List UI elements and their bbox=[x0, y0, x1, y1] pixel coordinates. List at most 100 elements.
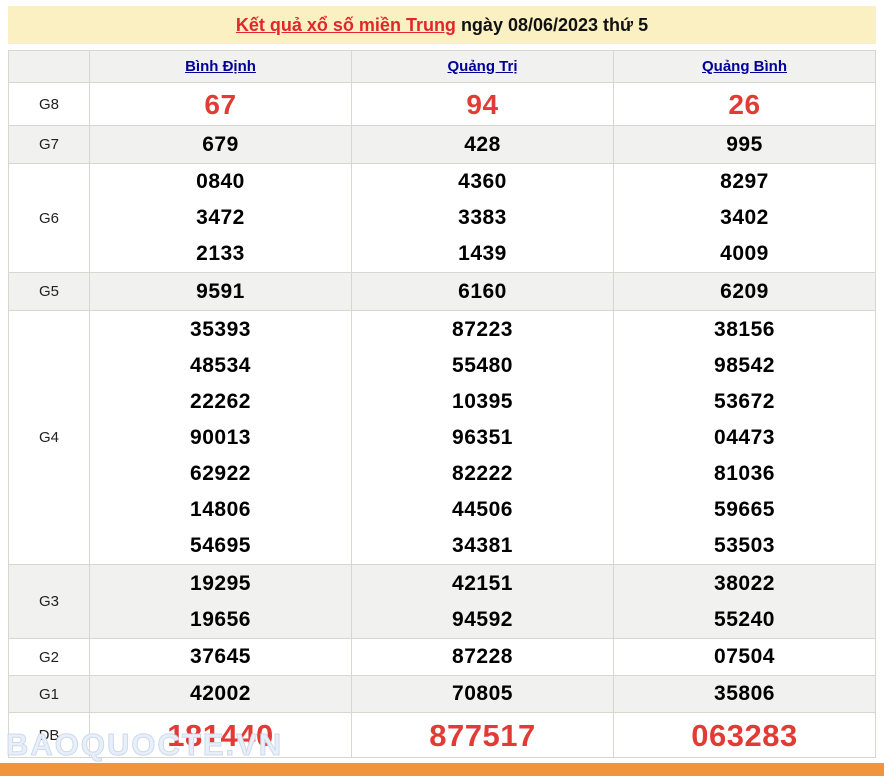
prize-cell: 063283 bbox=[613, 712, 876, 758]
prize-number: 19656 bbox=[190, 607, 251, 631]
table-row-g3: G3 19295 19656 42151 94592 38022 55240 bbox=[8, 564, 876, 639]
prize-number: 0840 bbox=[196, 170, 245, 193]
prize-number: 35393 bbox=[190, 317, 251, 341]
table-row-g7: G7 679 428 995 bbox=[8, 125, 876, 164]
prize-number: 96351 bbox=[452, 425, 513, 449]
prize-cell: 67 bbox=[89, 82, 352, 126]
province-link-quang-tri[interactable]: Quảng Trị bbox=[447, 57, 518, 75]
prize-label: G4 bbox=[8, 310, 90, 565]
prize-number: 14806 bbox=[190, 497, 251, 521]
prize-number: 26 bbox=[728, 88, 761, 120]
title-link[interactable]: Kết quả xổ số miền Trung bbox=[235, 15, 456, 35]
prize-label: G7 bbox=[8, 125, 90, 164]
prize-number: 877517 bbox=[429, 717, 536, 753]
title-banner: Kết quả xổ số miền Trung ngày 08/06/2023… bbox=[8, 6, 876, 44]
prize-number: 55240 bbox=[714, 607, 775, 631]
prize-cell: 877517 bbox=[351, 712, 614, 758]
prize-cell: 679 bbox=[89, 125, 352, 164]
prize-cell: 428 bbox=[351, 125, 614, 164]
prize-cell: 35806 bbox=[613, 675, 876, 713]
prize-number: 1439 bbox=[458, 242, 507, 265]
prize-number: 35806 bbox=[714, 682, 775, 705]
prize-cell: 995 bbox=[613, 125, 876, 164]
prize-cell: 0840 3472 2133 bbox=[89, 163, 352, 273]
prize-number: 428 bbox=[464, 132, 501, 156]
province-link-quang-binh[interactable]: Quảng Bình bbox=[702, 57, 787, 75]
prize-number: 10395 bbox=[452, 389, 513, 413]
prize-number: 2133 bbox=[196, 242, 245, 265]
prize-number: 44506 bbox=[452, 497, 513, 521]
prize-cell: 37645 bbox=[89, 638, 352, 676]
table-row-g5: G5 9591 6160 6209 bbox=[8, 272, 876, 311]
prize-number: 55480 bbox=[452, 353, 513, 377]
prize-number: 54695 bbox=[190, 533, 251, 557]
prize-cell: 6160 bbox=[351, 272, 614, 311]
prize-number: 98542 bbox=[714, 353, 775, 377]
prize-number: 22262 bbox=[190, 389, 251, 413]
prize-cell: 38156 98542 53672 04473 81036 59665 5350… bbox=[613, 310, 876, 565]
table-row-g6: G6 0840 3472 2133 4360 3383 1439 8297 34… bbox=[8, 163, 876, 273]
prize-number: 6209 bbox=[720, 279, 769, 303]
prize-number: 3383 bbox=[458, 206, 507, 229]
prize-label: G8 bbox=[8, 82, 90, 126]
prize-number: 181440 bbox=[167, 717, 274, 753]
prize-number: 4360 bbox=[458, 170, 507, 193]
prize-number: 4009 bbox=[720, 242, 769, 265]
prize-number: 42002 bbox=[190, 682, 251, 705]
table-row-g4: G4 35393 48534 22262 90013 62922 14806 5… bbox=[8, 310, 876, 565]
prize-number: 53672 bbox=[714, 389, 775, 413]
prize-number: 679 bbox=[202, 132, 239, 156]
prize-cell: 87223 55480 10395 96351 82222 44506 3438… bbox=[351, 310, 614, 565]
results-table: Bình Định Quảng Trị Quảng Bình G8 67 94 … bbox=[8, 50, 876, 758]
prize-number: 37645 bbox=[190, 645, 251, 668]
prize-number: 90013 bbox=[190, 425, 251, 449]
table-row-g1: G1 42002 70805 35806 bbox=[8, 675, 876, 713]
prize-label: G5 bbox=[8, 272, 90, 311]
prize-cell: 38022 55240 bbox=[613, 564, 876, 639]
prize-number: 42151 bbox=[452, 571, 513, 595]
prize-number: 995 bbox=[726, 132, 763, 156]
prize-cell: 94 bbox=[351, 82, 614, 126]
prize-number: 3472 bbox=[196, 206, 245, 229]
prize-number: 87228 bbox=[452, 645, 513, 668]
prize-number: 6160 bbox=[458, 279, 507, 303]
prize-cell: 07504 bbox=[613, 638, 876, 676]
province-link-binh-dinh[interactable]: Bình Định bbox=[185, 57, 256, 75]
prize-label: G1 bbox=[8, 675, 90, 713]
table-row-db: ĐB 181440 877517 063283 bbox=[8, 712, 876, 758]
prize-label: G2 bbox=[8, 638, 90, 676]
prize-label: ĐB bbox=[8, 712, 90, 758]
column-header-binh-dinh: Bình Định bbox=[89, 50, 352, 83]
prize-number: 53503 bbox=[714, 533, 775, 557]
prize-number: 34381 bbox=[452, 533, 513, 557]
prize-number: 04473 bbox=[714, 425, 775, 449]
prize-number: 94592 bbox=[452, 607, 513, 631]
prize-number: 3402 bbox=[720, 206, 769, 229]
prize-cell: 8297 3402 4009 bbox=[613, 163, 876, 273]
prize-cell: 26 bbox=[613, 82, 876, 126]
prize-cell: 181440 bbox=[89, 712, 352, 758]
prize-cell: 42151 94592 bbox=[351, 564, 614, 639]
prize-number: 81036 bbox=[714, 461, 775, 485]
prize-cell: 19295 19656 bbox=[89, 564, 352, 639]
prize-number: 62922 bbox=[190, 461, 251, 485]
prize-cell: 9591 bbox=[89, 272, 352, 311]
prize-number: 063283 bbox=[691, 717, 798, 753]
prize-number: 38022 bbox=[714, 571, 775, 595]
prize-number: 8297 bbox=[720, 170, 769, 193]
title-date: ngày 08/06/2023 thứ 5 bbox=[455, 15, 649, 35]
table-row-g2: G2 37645 87228 07504 bbox=[8, 638, 876, 676]
prize-cell: 35393 48534 22262 90013 62922 14806 5469… bbox=[89, 310, 352, 565]
prize-cell: 4360 3383 1439 bbox=[351, 163, 614, 273]
prize-label: G6 bbox=[8, 163, 90, 273]
prize-number: 48534 bbox=[190, 353, 251, 377]
prize-number: 59665 bbox=[714, 497, 775, 521]
prize-number: 19295 bbox=[190, 571, 251, 595]
prize-number: 67 bbox=[204, 88, 237, 120]
prize-number: 82222 bbox=[452, 461, 513, 485]
corner-cell bbox=[8, 50, 90, 83]
prize-number: 70805 bbox=[452, 682, 513, 705]
table-header-row: Bình Định Quảng Trị Quảng Bình bbox=[8, 50, 876, 83]
lottery-results-page: Kết quả xổ số miền Trung ngày 08/06/2023… bbox=[0, 6, 884, 776]
prize-cell: 70805 bbox=[351, 675, 614, 713]
